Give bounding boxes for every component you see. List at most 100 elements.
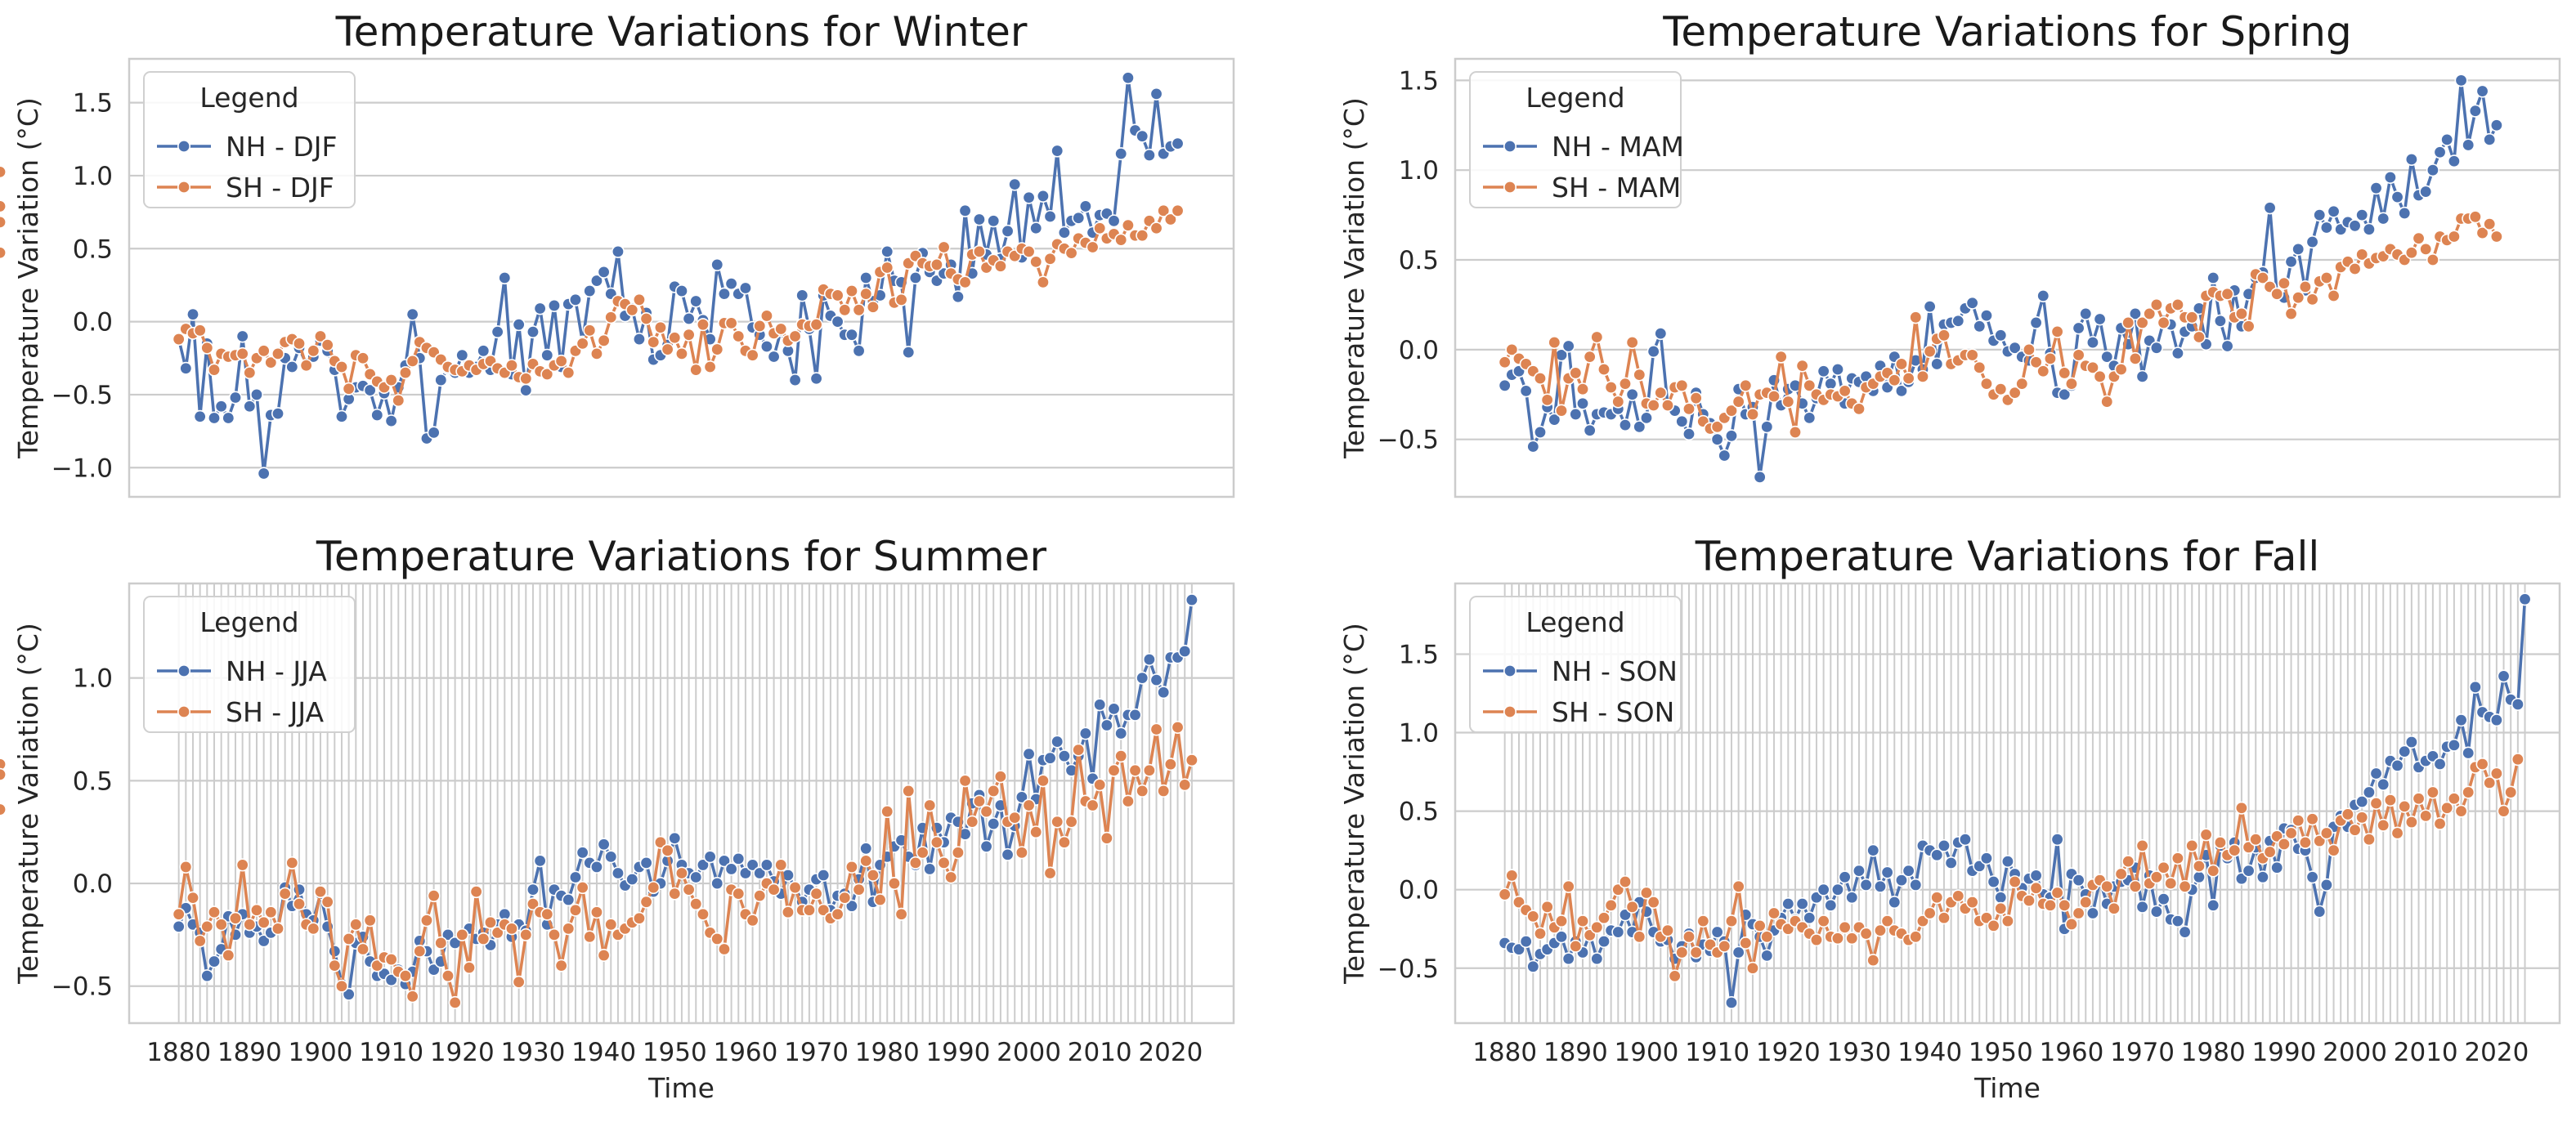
data-point: [1660, 398, 1674, 412]
data-point: [1569, 939, 1583, 953]
data-point: [2008, 341, 2022, 355]
data-point: [2157, 892, 2171, 906]
data-point: [307, 922, 320, 936]
data-point: [817, 868, 831, 882]
data-point: [2050, 886, 2064, 900]
data-point: [1128, 763, 1142, 777]
data-point: [1633, 420, 1646, 434]
data-point: [809, 318, 823, 332]
data-point: [1646, 345, 1660, 359]
data-point: [1178, 778, 1192, 792]
data-point: [923, 862, 937, 876]
x-tick-label: 1910: [1685, 1038, 1749, 1067]
data-point: [1873, 879, 1887, 893]
data-point: [930, 835, 943, 849]
data-point: [547, 298, 561, 312]
data-point: [313, 885, 327, 899]
data-point: [1597, 935, 1611, 949]
data-point: [562, 366, 576, 380]
data-point: [1710, 420, 1724, 434]
data-point: [2404, 735, 2418, 749]
data-point: [625, 303, 639, 317]
data-point: [2341, 807, 2354, 821]
data-point: [1994, 329, 2008, 342]
data-point: [1569, 407, 1583, 421]
data-point: [1689, 391, 1703, 405]
data-point: [568, 903, 582, 917]
data-point: [1937, 329, 1951, 342]
data-point: [477, 932, 491, 945]
data-point: [2256, 270, 2269, 284]
data-point: [1923, 345, 1937, 359]
data-point: [880, 805, 894, 819]
data-point: [859, 842, 873, 856]
data-point: [1554, 404, 1568, 418]
data-point: [2377, 212, 2390, 226]
data-point: [0, 767, 7, 781]
data-point: [533, 854, 547, 868]
data-point: [1781, 896, 1795, 910]
data-point: [2000, 914, 2014, 928]
data-point: [1682, 427, 1696, 441]
data-point: [1114, 147, 1128, 161]
data-point: [278, 887, 292, 901]
data-point: [1015, 846, 1028, 860]
data-point: [2454, 804, 2468, 818]
data-point: [844, 899, 858, 913]
legend-swatch-marker: [177, 704, 191, 718]
data-point: [1548, 413, 1561, 427]
data-point: [2085, 360, 2099, 374]
data-point: [1930, 891, 1944, 905]
x-tick-label: 1920: [1756, 1038, 1821, 1067]
data-point: [2489, 230, 2503, 244]
data-point: [1051, 735, 1064, 749]
x-tick-label: 1970: [2110, 1038, 2175, 1067]
data-point: [2072, 321, 2085, 335]
data-point: [1008, 811, 1022, 825]
data-point: [576, 337, 589, 351]
y-tick-label: 0.0: [1399, 336, 1439, 365]
data-point: [1149, 87, 1163, 101]
data-point: [2348, 262, 2362, 276]
y-axis-label: Temperature Variation (°C): [12, 623, 44, 985]
data-point: [611, 244, 625, 258]
data-point: [852, 344, 866, 358]
data-point: [767, 883, 781, 896]
data-point: [1029, 255, 1043, 269]
data-point: [540, 348, 554, 362]
data-point: [2369, 796, 2383, 810]
data-point: [235, 346, 249, 360]
x-tick-label: 1890: [217, 1038, 282, 1067]
data-point: [1157, 686, 1171, 700]
data-point: [1625, 900, 1639, 914]
data-point: [2199, 828, 2213, 842]
data-point: [1505, 869, 1519, 883]
data-point: [2171, 852, 2184, 865]
data-point: [710, 877, 724, 891]
data-point: [632, 333, 646, 346]
y-tick-label: 0.0: [1399, 876, 1439, 905]
data-point: [2468, 680, 2482, 694]
data-point: [661, 342, 674, 356]
data-point: [597, 838, 611, 852]
data-point: [1043, 209, 1057, 223]
data-point: [2050, 833, 2064, 847]
data-point: [2433, 757, 2447, 771]
data-point: [703, 360, 717, 373]
data-point: [2220, 287, 2234, 301]
data-point: [356, 942, 370, 956]
data-point: [469, 885, 483, 899]
data-point: [2284, 306, 2298, 320]
legend-entry: SH - MAM: [1552, 172, 1681, 203]
data-point: [328, 959, 342, 972]
data-point: [2064, 377, 2078, 391]
data-point: [299, 359, 313, 373]
data-point: [873, 893, 887, 907]
data-point: [1753, 919, 1767, 932]
data-point: [987, 784, 1001, 798]
data-point: [2362, 833, 2376, 847]
data-point: [1654, 386, 1668, 400]
data-point: [1809, 933, 1823, 947]
data-point: [2390, 190, 2404, 204]
